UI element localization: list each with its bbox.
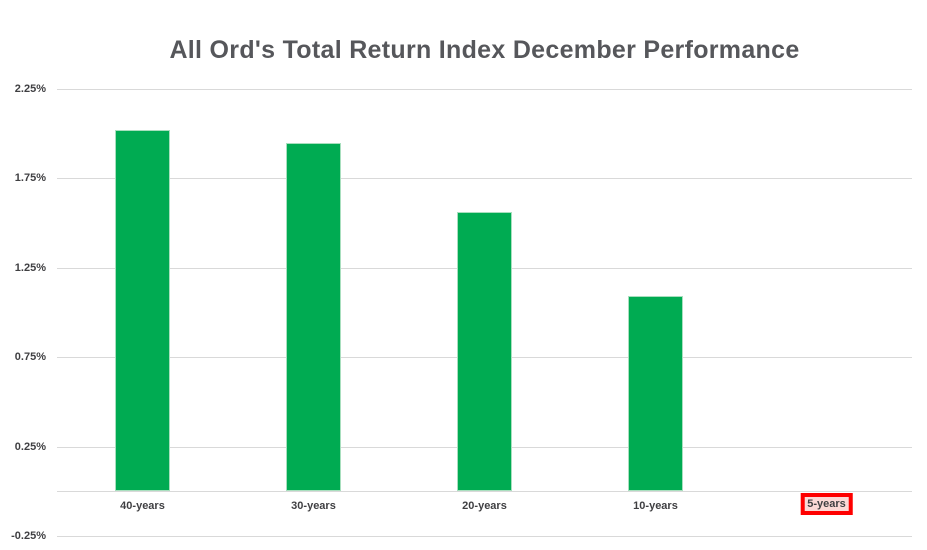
y-tick-label: 1.75%	[14, 172, 46, 185]
y-tick-label: 1.25%	[14, 261, 46, 274]
gridline	[57, 89, 912, 90]
y-tick-label: 2.25%	[14, 83, 46, 95]
gridline	[57, 536, 912, 537]
y-tick-label: 0.75%	[14, 351, 46, 364]
bar-40-years	[115, 130, 170, 492]
bar-20-years	[457, 212, 512, 492]
x-tick-label-40-years: 40-years	[120, 500, 165, 513]
y-tick-label: -0.25%	[11, 530, 46, 542]
y-tick-label: 0.25%	[14, 440, 46, 453]
x-tick-label-10-years: 10-years	[633, 500, 678, 513]
x-tick-label-30-years: 30-years	[291, 500, 336, 513]
highlight-box-5-years: 5-years	[800, 493, 853, 516]
plot-area	[57, 89, 912, 537]
x-tick-label-20-years: 20-years	[462, 500, 507, 513]
zero-baseline	[57, 491, 912, 493]
chart-title: All Ord's Total Return Index December Pe…	[169, 36, 800, 64]
bar-10-years	[628, 296, 683, 492]
gridline	[57, 178, 912, 180]
bar-30-years	[286, 142, 341, 492]
